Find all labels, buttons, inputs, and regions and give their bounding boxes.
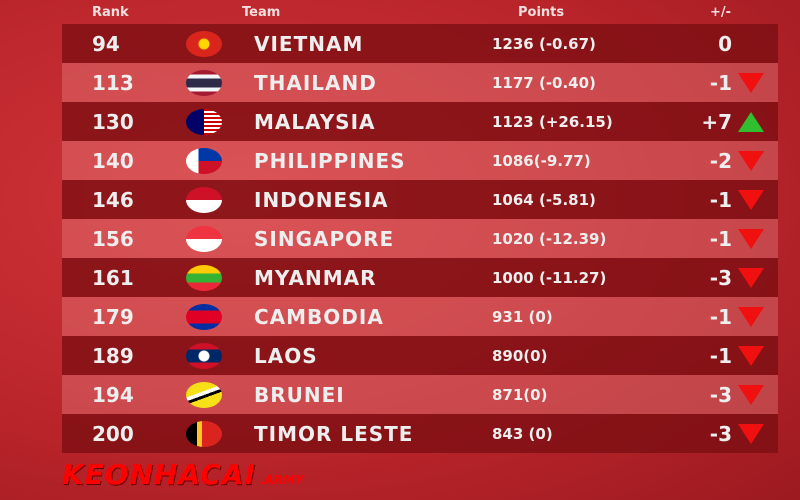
arrow-down-icon	[738, 306, 764, 327]
header-team: Team	[242, 5, 281, 20]
rank: 113	[92, 70, 134, 95]
rank-change: -1	[709, 70, 732, 95]
points: 1020 (-12.39)	[492, 229, 607, 248]
table-row: 200 TIMOR LESTE 843 (0) -3	[62, 414, 778, 453]
team-name: INDONESIA	[254, 187, 389, 212]
team-name: CAMBODIA	[254, 304, 384, 329]
vietnam-flag-icon	[186, 30, 222, 57]
rank-change: -2	[709, 148, 732, 173]
points: 871(0)	[492, 385, 548, 404]
rank: 130	[92, 109, 134, 134]
points: 1177 (-0.40)	[492, 73, 596, 92]
points: 890(0)	[492, 346, 548, 365]
timor-leste-flag-icon	[186, 420, 222, 447]
rank-change: -3	[709, 421, 732, 446]
watermark-logo-sub: .ARMY	[259, 473, 304, 487]
ranking-table: 94 VIETNAM 1236 (-0.67) 0 113 THAILAND 1…	[62, 24, 778, 453]
team-name: BRUNEI	[254, 382, 345, 407]
table-row: 189 LAOS 890(0) -1	[62, 336, 778, 375]
points: 1236 (-0.67)	[492, 34, 596, 53]
laos-flag-icon	[186, 342, 222, 369]
rank: 179	[92, 304, 134, 329]
team-name: SINGAPORE	[254, 226, 395, 251]
watermark-logo: KEONHACAI	[62, 458, 256, 491]
table-row: 146 INDONESIA 1064 (-5.81) -1	[62, 180, 778, 219]
table-row: 113 THAILAND 1177 (-0.40) -1	[62, 63, 778, 102]
team-name: THAILAND	[254, 70, 377, 95]
rank-change: +7	[701, 109, 732, 134]
rank: 200	[92, 421, 134, 446]
indonesia-flag-icon	[186, 186, 222, 213]
rank: 140	[92, 148, 134, 173]
points: 1086(-9.77)	[492, 151, 591, 170]
cambodia-flag-icon	[186, 303, 222, 330]
rank: 189	[92, 343, 134, 368]
watermark: KEONHACAI .ARMY	[62, 458, 304, 492]
rank: 146	[92, 187, 134, 212]
team-name: VIETNAM	[254, 31, 364, 56]
team-name: TIMOR LESTE	[254, 421, 414, 446]
arrow-up-icon	[738, 111, 764, 132]
singapore-flag-icon	[186, 225, 222, 252]
arrow-down-icon	[738, 267, 764, 288]
table-row: 130 MALAYSIA 1123 (+26.15) +7	[62, 102, 778, 141]
rank-change: 0	[718, 31, 732, 56]
arrow-down-icon	[738, 150, 764, 171]
header-points: Points	[518, 5, 565, 20]
rank-change: -1	[709, 226, 732, 251]
thailand-flag-icon	[186, 69, 222, 96]
malaysia-flag-icon	[186, 108, 222, 135]
points: 1123 (+26.15)	[492, 112, 613, 131]
arrow-down-icon	[738, 189, 764, 210]
points: 1064 (-5.81)	[492, 190, 596, 209]
header-change: +/-	[710, 5, 732, 20]
rank-change: -3	[709, 382, 732, 407]
table-row: 194 BRUNEI 871(0) -3	[62, 375, 778, 414]
rank: 194	[92, 382, 134, 407]
rank-change: -3	[709, 265, 732, 290]
brunei-flag-icon	[186, 381, 222, 408]
rank-change: -1	[709, 187, 732, 212]
header-rank: Rank	[92, 5, 129, 20]
rank: 156	[92, 226, 134, 251]
team-name: MALAYSIA	[254, 109, 376, 134]
team-name: PHILIPPINES	[254, 148, 406, 173]
arrow-down-icon	[738, 72, 764, 93]
philippines-flag-icon	[186, 147, 222, 174]
points: 931 (0)	[492, 307, 553, 326]
arrow-down-icon	[738, 423, 764, 444]
table-row: 179 CAMBODIA 931 (0) -1	[62, 297, 778, 336]
rank: 161	[92, 265, 134, 290]
table-row: 94 VIETNAM 1236 (-0.67) 0	[62, 24, 778, 63]
table-row: 156 SINGAPORE 1020 (-12.39) -1	[62, 219, 778, 258]
rank-change: -1	[709, 304, 732, 329]
rank-change: -1	[709, 343, 732, 368]
table-row: 140 PHILIPPINES 1086(-9.77) -2	[62, 141, 778, 180]
rank: 94	[92, 31, 120, 56]
points: 1000 (-11.27)	[492, 268, 607, 287]
arrow-down-icon	[738, 345, 764, 366]
table-row: 161 MYANMAR 1000 (-11.27) -3	[62, 258, 778, 297]
myanmar-flag-icon	[186, 264, 222, 291]
arrow-down-icon	[738, 228, 764, 249]
team-name: MYANMAR	[254, 265, 377, 290]
arrow-down-icon	[738, 384, 764, 405]
points: 843 (0)	[492, 424, 553, 443]
team-name: LAOS	[254, 343, 318, 368]
